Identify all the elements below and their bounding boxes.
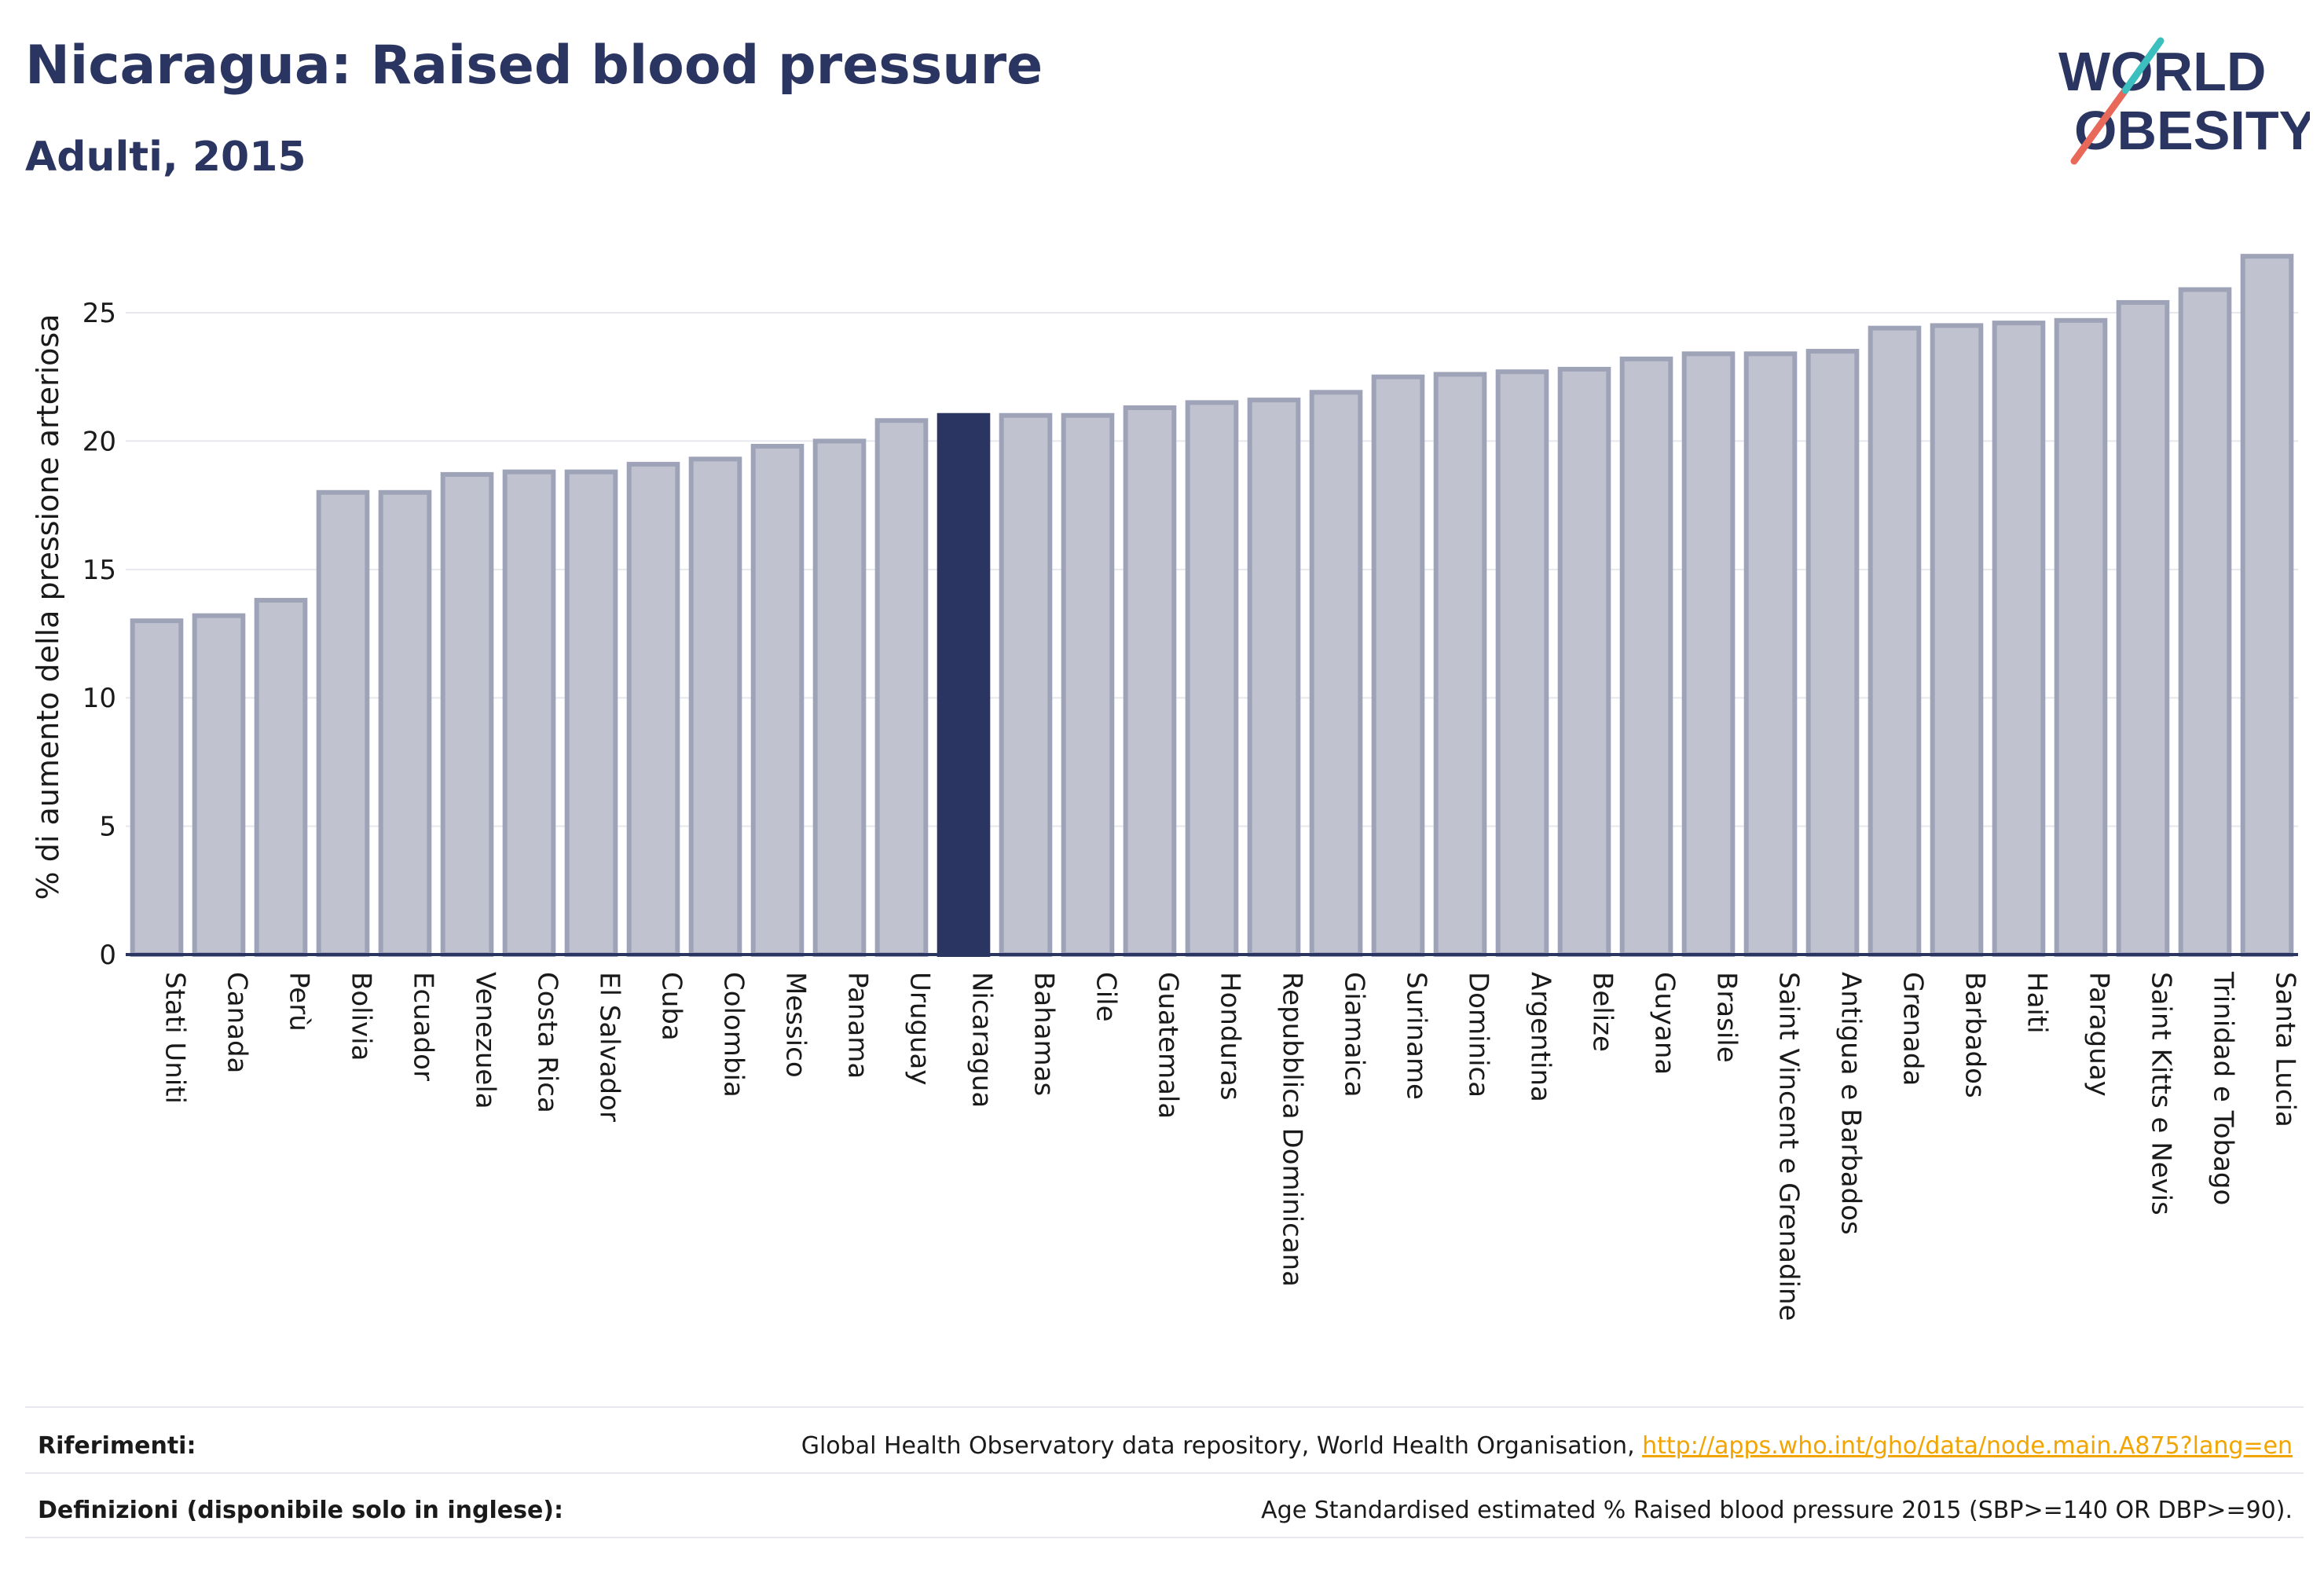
footer-divider	[25, 1406, 2304, 1408]
x-tick-label: Guatemala	[1153, 972, 1184, 1119]
x-tick-label: Honduras	[1215, 972, 1246, 1101]
bar	[1992, 321, 2046, 958]
x-tick-label: Uruguay	[904, 972, 936, 1086]
x-tick-label: Bahamas	[1028, 972, 1060, 1096]
x-tick-label: Santa Lucia	[2270, 972, 2301, 1127]
bar	[812, 438, 867, 957]
bar	[1681, 351, 1736, 958]
bar	[1805, 349, 1860, 957]
x-tick-label: Brasile	[1711, 972, 1743, 1063]
bar	[1930, 323, 1984, 957]
x-tick-label: Argentina	[1525, 972, 1556, 1102]
x-tick-label: Stati Uniti	[159, 972, 191, 1104]
definitions-label: Definizioni (disponibile solo in inglese…	[38, 1496, 563, 1524]
chart-subtitle: Adulti, 2015	[25, 134, 306, 181]
definitions-row: Definizioni (disponibile solo in inglese…	[38, 1486, 2293, 1534]
bar	[440, 471, 494, 957]
x-tick-label: Trinidad e Tobago	[2208, 971, 2239, 1205]
y-tick-label: 0	[99, 940, 116, 971]
bar	[316, 489, 370, 957]
bar	[1123, 405, 1177, 957]
bar	[1247, 398, 1301, 957]
references-row: Riferimenti: Global Health Observatory d…	[38, 1422, 2293, 1469]
x-tick-label: Ecuador	[408, 972, 439, 1081]
x-tick-label: Venezuela	[470, 972, 501, 1109]
x-tick-label: Grenada	[1897, 972, 1929, 1086]
bar	[1868, 325, 1922, 957]
bar	[1557, 366, 1611, 957]
x-tick-label: Panama	[842, 972, 874, 1079]
bar	[130, 618, 184, 958]
x-tick-label: Barbados	[1959, 972, 1991, 1098]
bar-chart: 0 5 10 15 20 25 % di aumento della pressione a…	[31, 254, 2301, 1321]
footer-divider	[25, 1537, 2304, 1538]
definitions-text: Age Standardised estimated % Raised bloo…	[1261, 1496, 2293, 1524]
x-tick-label: Cuba	[656, 972, 687, 1041]
logo-word-world: WORLD	[2058, 41, 2266, 102]
chart-title: Nicaragua: Raised blood pressure	[25, 35, 1043, 97]
references-link[interactable]: http://apps.who.int/gho/data/node.main.A…	[1642, 1431, 2293, 1460]
bar	[937, 412, 991, 957]
references-text: Global Health Observatory data repositor…	[801, 1431, 1643, 1460]
bar	[626, 461, 680, 957]
x-tick-label: Antigua e Barbados	[1835, 972, 1867, 1235]
bar	[1433, 372, 1487, 957]
bar	[1495, 369, 1549, 958]
references-label: Riferimenti:	[38, 1431, 196, 1460]
bar	[999, 412, 1053, 957]
bar	[1371, 374, 1425, 958]
y-tick-label: 5	[99, 812, 116, 843]
bar	[1309, 390, 1363, 957]
x-tick-label: El Salvador	[594, 972, 625, 1122]
bar	[192, 613, 246, 958]
x-tick-label: Dominica	[1463, 972, 1494, 1098]
bar	[1619, 356, 1673, 958]
x-tick-label: Canada	[222, 972, 253, 1073]
x-tick-label: Nicaragua	[966, 972, 998, 1108]
bar	[2178, 287, 2232, 957]
footer-divider	[25, 1472, 2304, 1474]
y-tick-label: 20	[82, 426, 116, 457]
x-tick-label: Paraguay	[2084, 972, 2115, 1097]
x-tick-label: Colombia	[718, 972, 750, 1098]
x-tick-label: Saint Vincent e Grenadine	[1773, 972, 1805, 1321]
world-obesity-logo: WORLD OBESITY	[2058, 37, 2310, 165]
bar	[502, 469, 556, 957]
bar	[688, 456, 742, 957]
bar	[378, 489, 432, 957]
bar	[2116, 299, 2170, 957]
bar	[564, 469, 618, 957]
x-tick-label: Messico	[780, 972, 812, 1078]
x-tick-label: Cile	[1091, 972, 1122, 1022]
x-tick-label: Guyana	[1649, 972, 1681, 1075]
x-tick-label: Giamaica	[1339, 972, 1370, 1098]
x-tick-label: Repubblica Dominicana	[1277, 972, 1308, 1287]
x-tick-label: Bolivia	[346, 972, 377, 1061]
references-value: Global Health Observatory data repositor…	[801, 1432, 2293, 1460]
bar	[1743, 351, 1798, 958]
bar	[874, 418, 929, 957]
x-tick-label: Belize	[1587, 972, 1618, 1052]
x-tick-label: Perù	[284, 972, 315, 1032]
y-tick-label: 15	[82, 555, 116, 586]
bar	[1185, 400, 1239, 957]
bar	[254, 598, 308, 957]
x-tick-label: Haiti	[2022, 972, 2053, 1034]
bar	[2054, 317, 2108, 957]
bar	[1061, 412, 1115, 957]
x-tick-label: Suriname	[1401, 972, 1432, 1100]
y-axis-label: % di aumento della pressione arteriosa	[31, 314, 65, 900]
y-tick-label: 25	[82, 298, 116, 329]
x-tick-label: Costa Rica	[532, 972, 563, 1113]
y-tick-label: 10	[82, 683, 116, 714]
bar	[750, 443, 805, 957]
bar	[2240, 254, 2294, 957]
x-tick-label: Saint Kitts e Nevis	[2146, 972, 2177, 1215]
